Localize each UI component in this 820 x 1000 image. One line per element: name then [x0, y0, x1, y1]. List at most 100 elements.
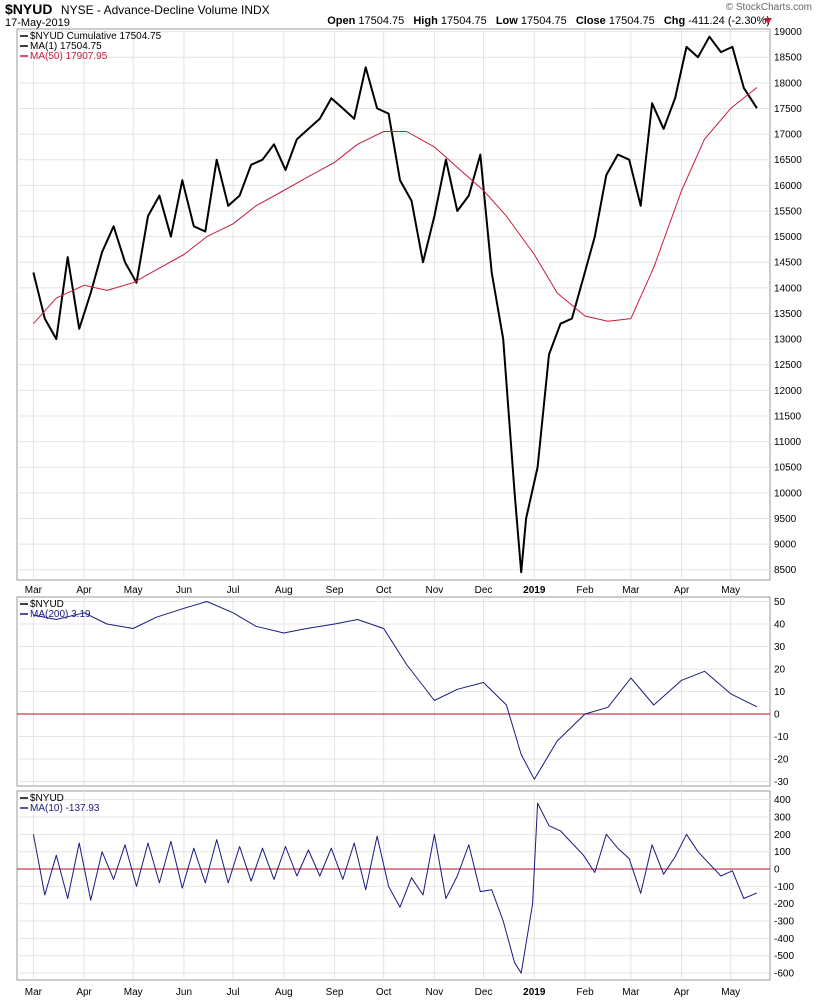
y-tick-label: 8500 [774, 565, 797, 576]
legend-label: MA(10) -137.93 [30, 803, 100, 814]
y-tick-label: 19000 [774, 27, 802, 38]
legend-label: MA(1) 17504.75 [30, 41, 102, 52]
y-tick-label: 16500 [774, 155, 802, 166]
y-tick-label: -400 [774, 934, 794, 945]
chg-value: -411.24 (-2.30%) [688, 15, 770, 27]
chg-label: Chg [664, 15, 685, 27]
y-tick-label: 0 [774, 865, 780, 876]
down-arrow-icon [764, 18, 772, 24]
x-tick-label: Feb [576, 987, 594, 998]
x-tick-label: Aug [275, 987, 293, 998]
quote-line: Open 17504.75 High 17504.75 Low 17504.75… [327, 15, 770, 27]
series-line [33, 87, 758, 325]
y-tick-label: 14500 [774, 258, 802, 269]
series-line [32, 35, 758, 574]
x-tick-label: May [124, 987, 143, 998]
y-tick-label: -200 [774, 899, 794, 910]
y-tick-label: 40 [774, 620, 786, 631]
y-tick-label: 15500 [774, 206, 802, 217]
y-tick-label: 300 [774, 813, 791, 824]
y-tick-label: 100 [774, 847, 791, 858]
x-tick-label: Dec [475, 987, 493, 998]
y-tick-label: -30 [774, 777, 789, 788]
x-tick-label: Feb [576, 585, 594, 596]
y-tick-label: 11000 [774, 437, 802, 448]
x-tick-label: Apr [674, 987, 690, 998]
y-tick-label: 12500 [774, 360, 802, 371]
x-tick-label: Mar [622, 987, 640, 998]
open-value: 17504.75 [358, 15, 404, 27]
x-tick-label: Sep [326, 585, 344, 596]
x-tick-label: Mar [25, 987, 43, 998]
high-label: High [413, 15, 438, 27]
open-label: Open [327, 15, 355, 27]
x-tick-label: Apr [76, 585, 92, 596]
y-tick-label: 30 [774, 642, 786, 653]
symbol: $NYUD [5, 1, 52, 17]
y-tick-label: 200 [774, 830, 791, 841]
description: NYSE - Advance-Decline Volume INDX [61, 3, 270, 17]
brand-watermark: © StockCharts.com [726, 2, 812, 13]
x-tick-label: Jul [227, 585, 240, 596]
y-tick-label: -300 [774, 917, 794, 928]
y-tick-label: 17000 [774, 130, 802, 141]
y-tick-label: 10 [774, 687, 786, 698]
legend-label: $NYUD Cumulative 17504.75 [30, 31, 162, 42]
chart-date: 17-May-2019 [5, 17, 70, 29]
y-tick-label: -500 [774, 951, 794, 962]
x-tick-label: Oct [376, 987, 392, 998]
y-tick-label: 17500 [774, 104, 802, 115]
y-tick-label: -100 [774, 882, 794, 893]
x-tick-label: 2019 [523, 987, 546, 998]
y-tick-label: 13000 [774, 335, 802, 346]
y-tick-label: 50 [774, 597, 786, 608]
close-value: 17504.75 [609, 15, 655, 27]
x-tick-label: Apr [76, 987, 92, 998]
y-tick-label: 18000 [774, 78, 802, 89]
y-tick-label: 11500 [774, 411, 802, 422]
legend-label: MA(50) 17907.95 [30, 51, 108, 62]
y-tick-label: 16000 [774, 181, 802, 192]
x-tick-label: May [721, 585, 740, 596]
y-tick-label: 20 [774, 665, 786, 676]
y-tick-label: 9500 [774, 514, 797, 525]
low-value: 17504.75 [521, 15, 567, 27]
x-tick-label: May [124, 585, 143, 596]
y-tick-label: -10 [774, 732, 789, 743]
y-tick-label: 12000 [774, 386, 802, 397]
legend-label: $NYUD [30, 599, 64, 610]
x-tick-label: May [721, 987, 740, 998]
y-tick-label: 0 [774, 710, 780, 721]
x-tick-label: Oct [376, 585, 392, 596]
x-tick-label: Sep [326, 987, 344, 998]
close-label: Close [576, 15, 606, 27]
x-tick-label: Mar [622, 585, 640, 596]
y-tick-label: 18500 [774, 53, 802, 64]
y-tick-label: 15000 [774, 232, 802, 243]
y-tick-label: 13500 [774, 309, 802, 320]
high-value: 17504.75 [441, 15, 487, 27]
header-line: $NYUD NYSE - Advance-Decline Volume INDX [5, 1, 270, 18]
series-line [33, 601, 758, 780]
x-tick-label: Dec [475, 585, 493, 596]
series-line [32, 802, 758, 974]
y-tick-label: -20 [774, 755, 789, 766]
y-tick-label: 9000 [774, 540, 797, 551]
panel-frame [16, 28, 771, 581]
y-tick-label: 10000 [774, 488, 802, 499]
x-tick-label: Jun [176, 987, 192, 998]
y-tick-label: 10500 [774, 463, 802, 474]
low-label: Low [496, 15, 518, 27]
x-tick-label: Mar [25, 585, 43, 596]
legend-label: MA(200) 3.19 [30, 609, 91, 620]
x-tick-label: Aug [275, 585, 293, 596]
x-tick-label: 2019 [523, 585, 546, 596]
panels-layer: 8500900095001000010500110001150012000125… [16, 27, 802, 998]
y-tick-label: 14000 [774, 283, 802, 294]
x-tick-label: Jul [227, 987, 240, 998]
x-tick-label: Apr [674, 585, 690, 596]
y-tick-label: 400 [774, 795, 791, 806]
x-tick-label: Nov [426, 987, 444, 998]
x-tick-label: Nov [426, 585, 444, 596]
